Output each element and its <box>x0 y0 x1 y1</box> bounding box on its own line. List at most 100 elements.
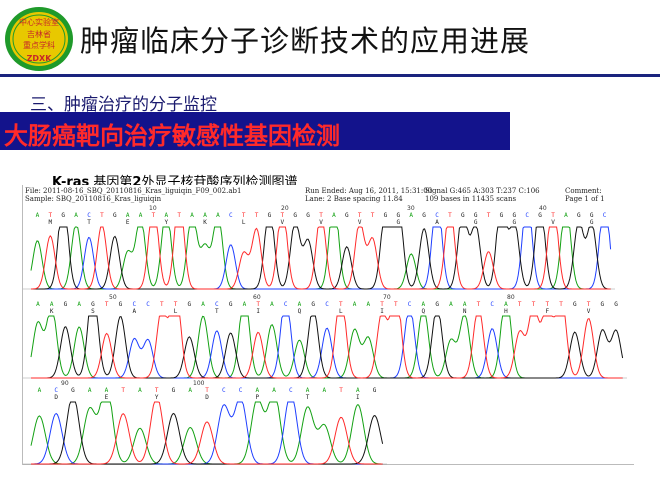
trace-A-series <box>30 315 623 379</box>
base-call: A <box>216 212 220 219</box>
base-call: C <box>325 301 329 308</box>
trace-canvas: 10 20 30 40A T G A C T G A A T A T A A A C T T G T G G T A G T T G G A G C… <box>23 205 627 465</box>
caption-exon: 2 <box>132 175 142 190</box>
base-call: G <box>590 212 594 219</box>
position-tick-label: 10 <box>149 205 157 212</box>
header-file: File: 2011-08-16_SBQ_20110816_Kras_ligui… <box>25 187 242 195</box>
amino-acid-label: I <box>356 394 360 401</box>
amino-acid-label: L <box>242 219 246 226</box>
trace-G-series <box>31 315 624 379</box>
logo-line3: 重点学科 <box>23 40 55 50</box>
amino-acid-label: H <box>504 308 508 315</box>
amino-acid-label: S <box>91 308 95 315</box>
amino-acid-label: N <box>463 308 467 315</box>
base-call: G <box>397 212 401 219</box>
trace-T-series <box>31 226 611 290</box>
base-call: A <box>409 212 413 219</box>
base-call: G <box>119 301 123 308</box>
header-signal: Signal G:465 A:303 T:237 C:106 <box>425 187 540 195</box>
base-call: T <box>100 212 104 219</box>
base-call: T <box>174 301 178 308</box>
amino-acid-label: L <box>174 308 178 315</box>
amino-acid-label: Y <box>165 219 169 226</box>
base-call: G <box>461 212 465 219</box>
base-call: C <box>222 387 226 394</box>
section-subtitle: 三、肿瘤治疗的分子监控 <box>30 95 217 115</box>
base-call: T <box>358 212 362 219</box>
base-call: A <box>88 387 92 394</box>
position-tick-label: 50 <box>109 294 117 301</box>
position-tick-label: 100 <box>193 380 205 387</box>
base-call: G <box>268 212 272 219</box>
base-call: A <box>203 212 207 219</box>
base-call: T <box>448 212 452 219</box>
trace-G-series <box>31 226 611 290</box>
base-call: A <box>272 387 276 394</box>
header-comment: Comment: <box>565 187 602 195</box>
base-call: A <box>74 212 78 219</box>
amino-acid-label: I <box>380 308 384 315</box>
amino-acid-label: D <box>205 394 209 401</box>
base-call: A <box>422 301 426 308</box>
trace-T-series <box>31 315 623 379</box>
base-call: C <box>525 212 529 219</box>
base-call: T <box>545 301 549 308</box>
amino-acid-label: Y <box>155 394 159 401</box>
base-call: T <box>121 387 125 394</box>
amino-acid-label: G <box>474 219 478 226</box>
base-call: A <box>298 301 302 308</box>
amino-acid-label: V <box>358 219 362 226</box>
base-call: A <box>139 212 143 219</box>
base-call: A <box>36 301 40 308</box>
base-call: G <box>293 212 297 219</box>
base-call: A <box>255 387 259 394</box>
base-call: A <box>126 212 130 219</box>
logo-line1: 中心实验室 <box>19 17 59 27</box>
header-run-ended: Run Ended: Aug 16, 2011, 15:31:00 <box>305 187 433 195</box>
amino-acid-label: T <box>215 308 219 315</box>
base-call: A <box>188 387 192 394</box>
base-call: A <box>270 301 274 308</box>
trace-row: 50 60 70 80A A G A G T G C C T T G A C G A T A C A G C T A A T T C A G A A… <box>23 294 627 379</box>
header-bases: 109 bases in 11435 scans <box>425 195 517 203</box>
amino-acid-label: P <box>255 394 259 401</box>
amino-acid-label: K <box>50 308 54 315</box>
base-call: G <box>384 212 388 219</box>
base-call: G <box>373 387 377 394</box>
base-call: C <box>490 301 494 308</box>
position-tick-label: 40 <box>539 205 547 212</box>
position-tick-label: 80 <box>507 294 515 301</box>
base-call: T <box>587 301 591 308</box>
header-page: Page 1 of 1 <box>565 195 605 203</box>
amino-acid-label: D <box>54 394 58 401</box>
base-call: G <box>311 301 315 308</box>
position-tick-label: 70 <box>383 294 391 301</box>
slide-title: 肿瘤临床分子诊断技术的应用进展 <box>80 24 531 58</box>
topic-banner-text: 大肠癌靶向治疗敏感性基因检测 <box>4 122 340 150</box>
base-call: T <box>380 301 384 308</box>
base-call: A <box>463 301 467 308</box>
base-call: A <box>564 212 568 219</box>
base-call: G <box>229 301 233 308</box>
base-call: T <box>477 301 481 308</box>
amino-acid-label: G <box>513 219 517 226</box>
base-call: A <box>201 301 205 308</box>
base-call: A <box>105 387 109 394</box>
base-call: G <box>601 301 605 308</box>
base-call: G <box>172 387 176 394</box>
lab-logo: 中心实验室 吉林省 重点学科 ZDXK <box>4 6 74 72</box>
base-call: T <box>339 301 343 308</box>
base-call: C <box>408 301 412 308</box>
base-call: A <box>306 387 310 394</box>
base-call: C <box>435 212 439 219</box>
title-divider <box>0 74 660 77</box>
amino-acid-label: V <box>281 219 285 226</box>
base-call: G <box>422 212 426 219</box>
base-call: G <box>474 212 478 219</box>
base-call: A <box>36 212 40 219</box>
base-call: T <box>160 301 164 308</box>
header-sample: Sample: SBQ_20110816_Kras_liguiqin <box>25 195 162 203</box>
base-call: G <box>573 301 577 308</box>
